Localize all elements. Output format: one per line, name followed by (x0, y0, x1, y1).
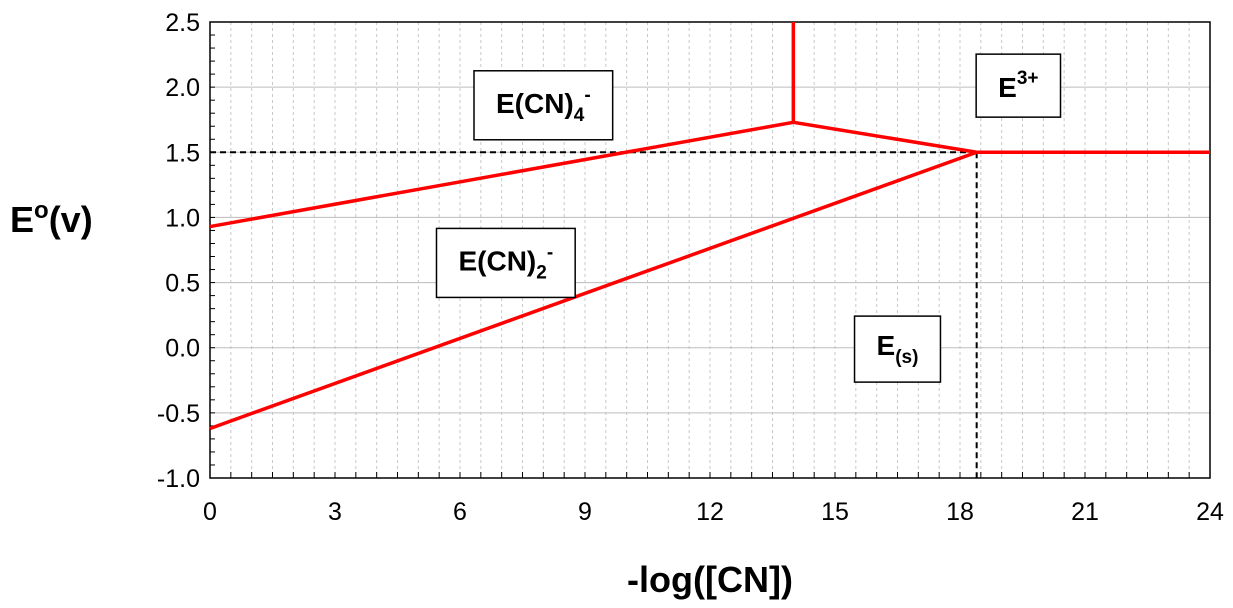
dashed-guide-lines (210, 151, 978, 478)
y-tick-label: -1.0 (157, 465, 200, 493)
y-tick-label: 2.0 (165, 74, 200, 102)
x-tick-label: 24 (1196, 498, 1224, 526)
y-tick-labels: -1.0 -0.5 0.0 0.5 1.0 1.5 2.0 2.5 (157, 9, 200, 493)
region-label-text: E(CN)2- (458, 242, 553, 283)
region-label-text: E3+ (998, 68, 1038, 103)
x-tick-labels: 0 3 6 9 12 15 18 21 24 (203, 498, 1224, 526)
y-axis-title: Eo(v) (10, 197, 93, 240)
minor-gridlines (230, 22, 1190, 478)
region-label: E3+ (975, 53, 1062, 118)
x-tick-label: 6 (453, 498, 467, 526)
region-label-box (853, 315, 942, 383)
x-axis-title: -log([CN]) (627, 559, 793, 600)
x-tick-label: 18 (946, 498, 974, 526)
y-tick-label: -0.5 (157, 400, 200, 428)
y-axis-title-sup: o (34, 197, 49, 224)
region-label: E(CN)4- (473, 70, 614, 141)
region-label: E(CN)2- (435, 227, 576, 299)
x-tick-label: 0 (203, 498, 217, 526)
x-tick-label: 9 (578, 498, 592, 526)
region-label-box (435, 227, 576, 299)
x-tick-label: 21 (1071, 498, 1099, 526)
x-tick-label: 12 (696, 498, 724, 526)
minor-tick-marks (210, 34, 1190, 478)
y-axis-title-base: E (10, 199, 34, 240)
region-label-box (975, 53, 1062, 118)
y-tick-label: 2.5 (165, 9, 200, 37)
boundary-line (793, 120, 977, 155)
y-axis-title-tail: (v) (49, 199, 93, 240)
x-tick-label: 15 (821, 498, 849, 526)
y-tick-label: 0.0 (165, 335, 200, 363)
region-label-box (473, 70, 614, 141)
y-tick-label: 1.0 (165, 204, 200, 232)
boundary-line (209, 150, 978, 431)
boundary-line (209, 120, 794, 229)
y-tick-label: 0.5 (165, 270, 200, 298)
y-tick-label: 1.5 (165, 139, 200, 167)
region-labels: E(CN)4- E3+ E(CN)2- E(s) (435, 53, 1062, 383)
region-label-text: E(s) (877, 330, 919, 368)
region-label: E(s) (853, 315, 942, 383)
region-label-text: E(CN)4- (496, 85, 591, 126)
x-tick-label: 3 (328, 498, 342, 526)
boundary-lines (209, 22, 1210, 431)
